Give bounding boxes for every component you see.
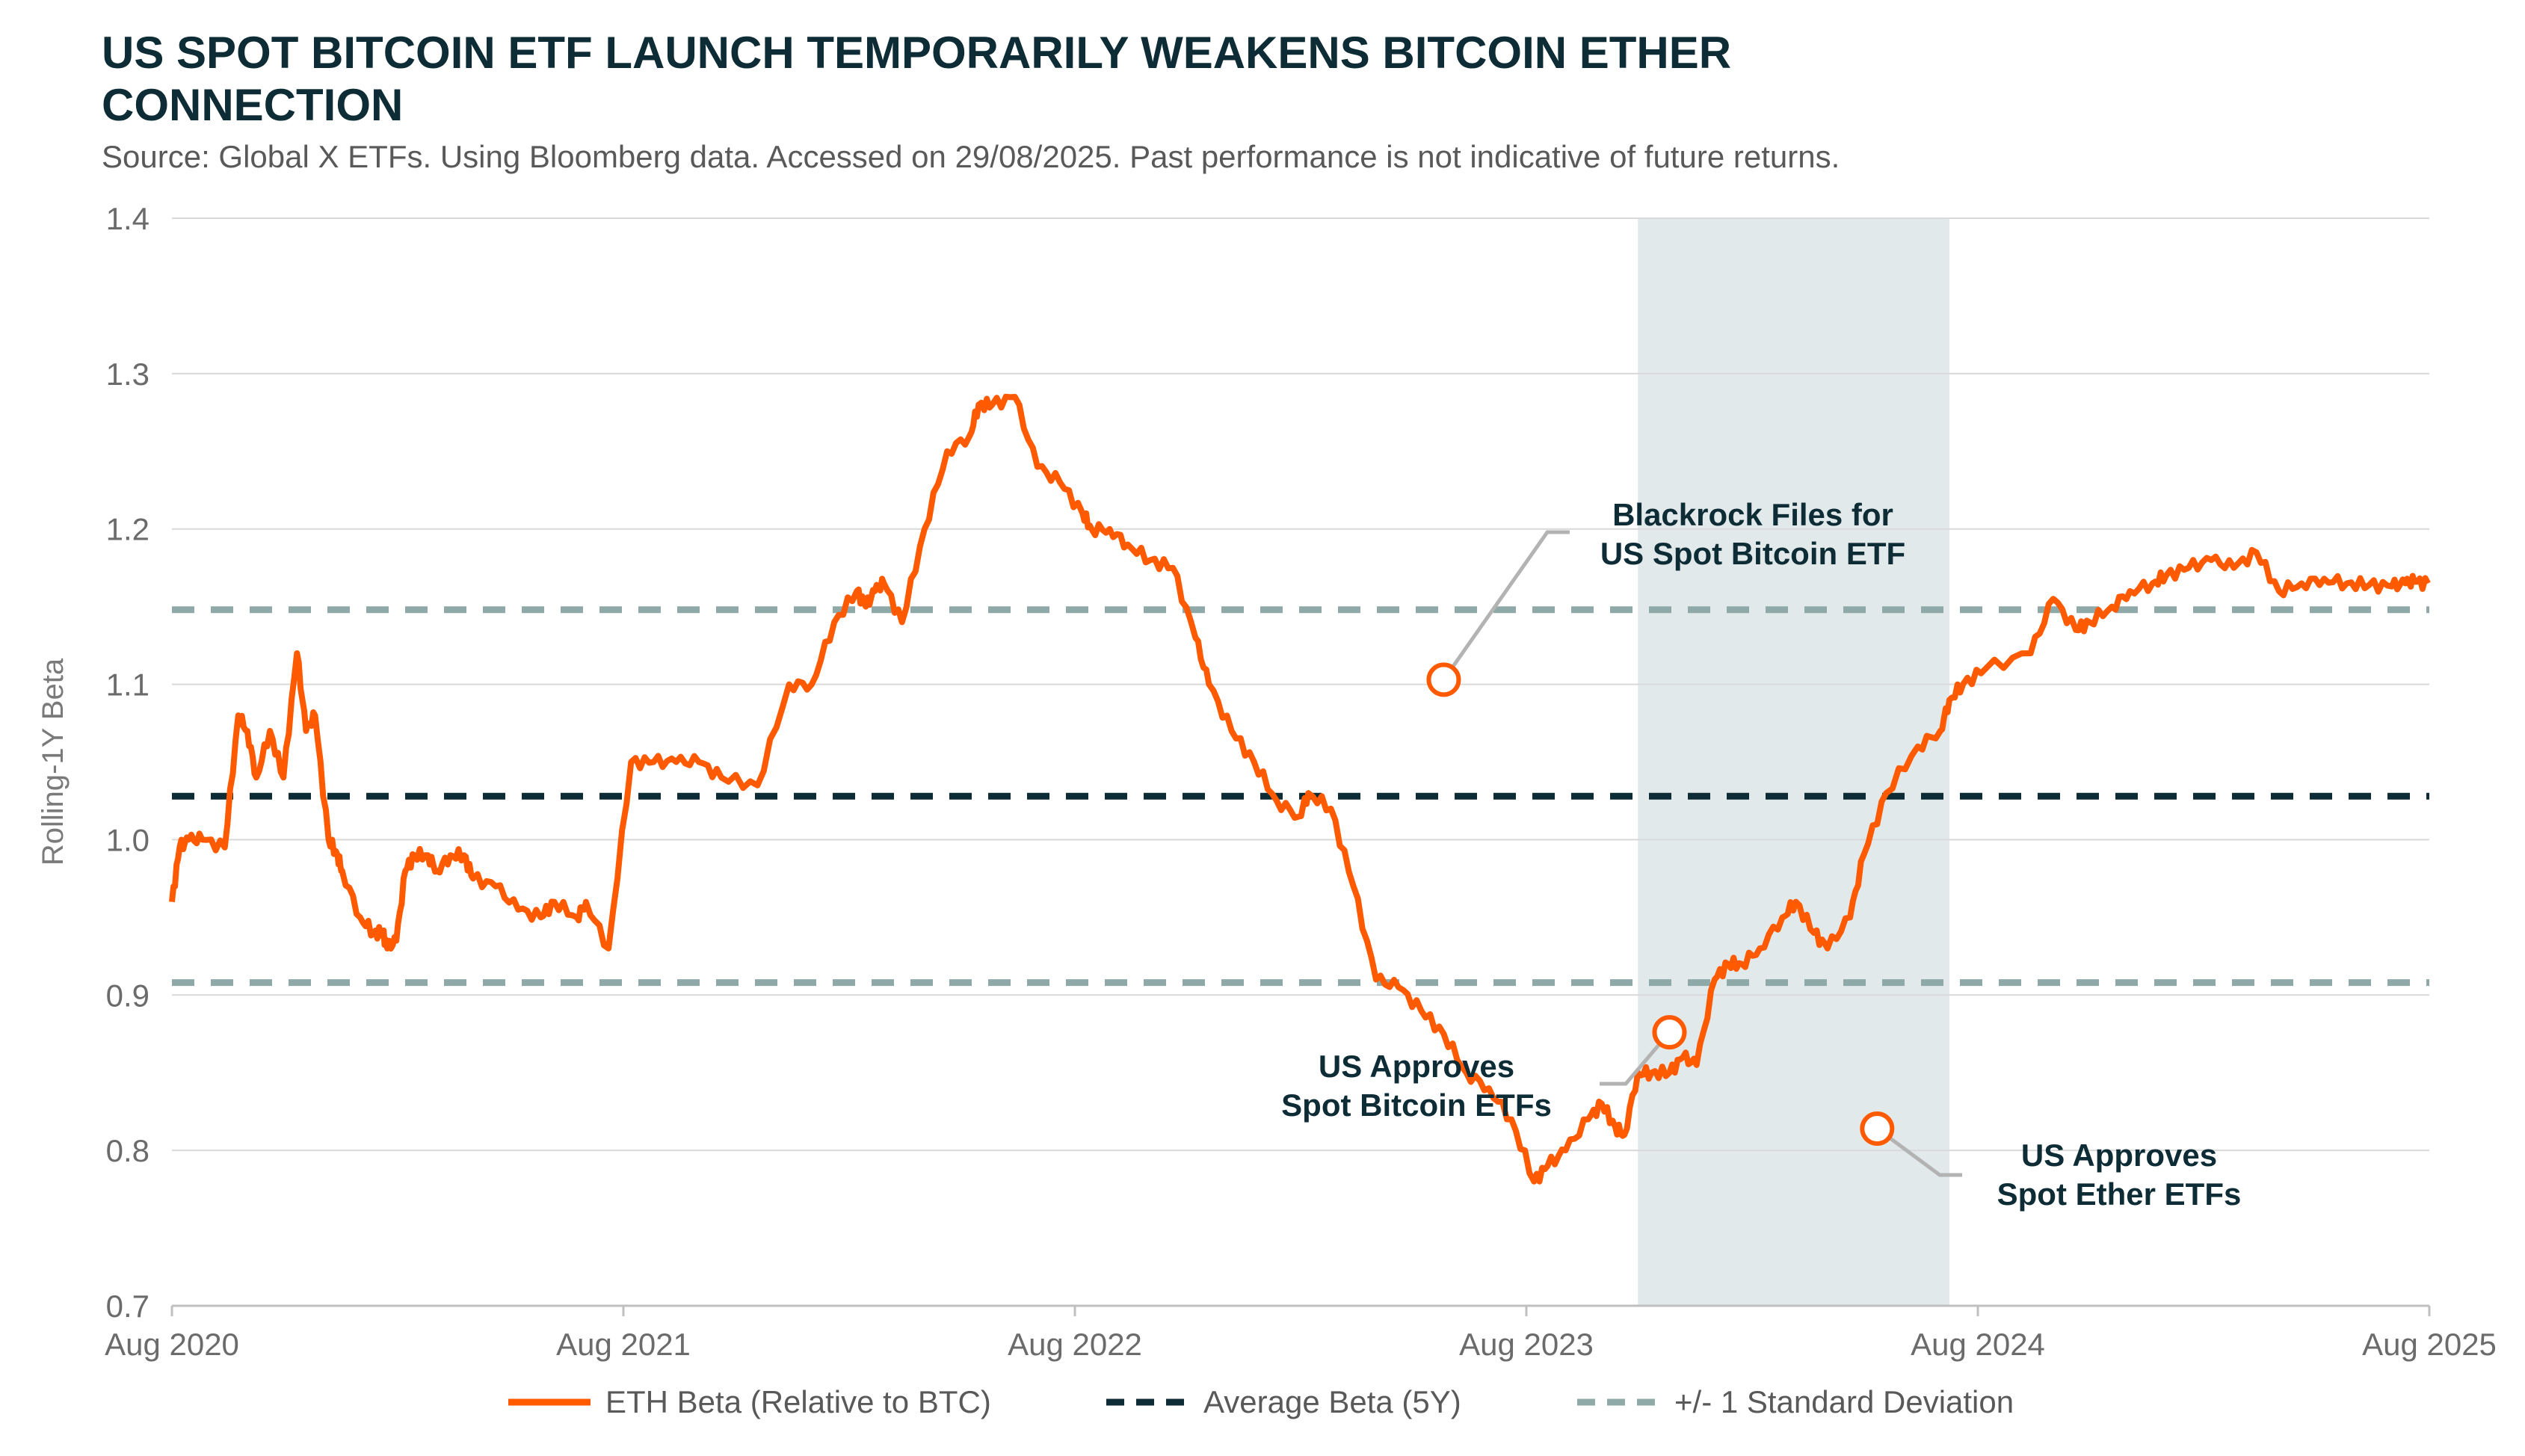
x-tick-label: Aug 2025 — [2362, 1327, 2497, 1362]
y-tick-label: 1.0 — [106, 822, 149, 857]
x-tick-label: Aug 2023 — [1459, 1327, 1594, 1362]
annotation-label: Spot Ether ETFs — [1997, 1176, 2242, 1212]
y-tick-label: 1.2 — [106, 512, 149, 547]
y-axis-label: Rolling-1Y Beta — [37, 658, 70, 866]
annotation-label: US Approves — [1319, 1049, 1514, 1084]
chart-subtitle: Source: Global X ETFs. Using Bloomberg d… — [102, 139, 1840, 174]
annotation-leader — [1442, 530, 1570, 681]
annotation-marker — [1426, 662, 1461, 697]
eth-beta-line — [169, 393, 2431, 1185]
annotation-marker — [1652, 1015, 1687, 1050]
annotation-label: Blackrock Files for — [1612, 497, 1893, 532]
y-tick-label: 1.3 — [106, 357, 149, 392]
x-tick-label: Aug 2022 — [1008, 1327, 1142, 1362]
y-tick-label: 0.9 — [106, 978, 149, 1013]
y-tick-label: 1.4 — [106, 201, 149, 236]
shaded-region — [1638, 218, 1949, 1306]
annotation-label: US Spot Bitcoin ETF — [1600, 536, 1905, 571]
x-tick-label: Aug 2020 — [105, 1327, 239, 1362]
annotation-leader — [1875, 1127, 1962, 1177]
y-tick-label: 0.8 — [106, 1133, 149, 1168]
annotation-marker — [1860, 1111, 1895, 1147]
x-tick-label: Aug 2024 — [1911, 1327, 2045, 1362]
legend-label: ETH Beta (Relative to BTC) — [605, 1384, 991, 1419]
annotation-leader — [1600, 1031, 1671, 1086]
legend-label: +/- 1 Standard Deviation — [1674, 1384, 2014, 1419]
legend-label: Average Beta (5Y) — [1203, 1384, 1461, 1419]
y-tick-label: 0.7 — [106, 1289, 149, 1324]
annotation-label: US Approves — [2021, 1138, 2217, 1173]
x-tick-label: Aug 2021 — [556, 1327, 691, 1362]
y-tick-label: 1.1 — [106, 667, 149, 703]
annotation-label: Spot Bitcoin ETFs — [1281, 1088, 1552, 1123]
chart-title: US SPOT BITCOIN ETF LAUNCH TEMPORARILY W… — [102, 28, 1732, 130]
